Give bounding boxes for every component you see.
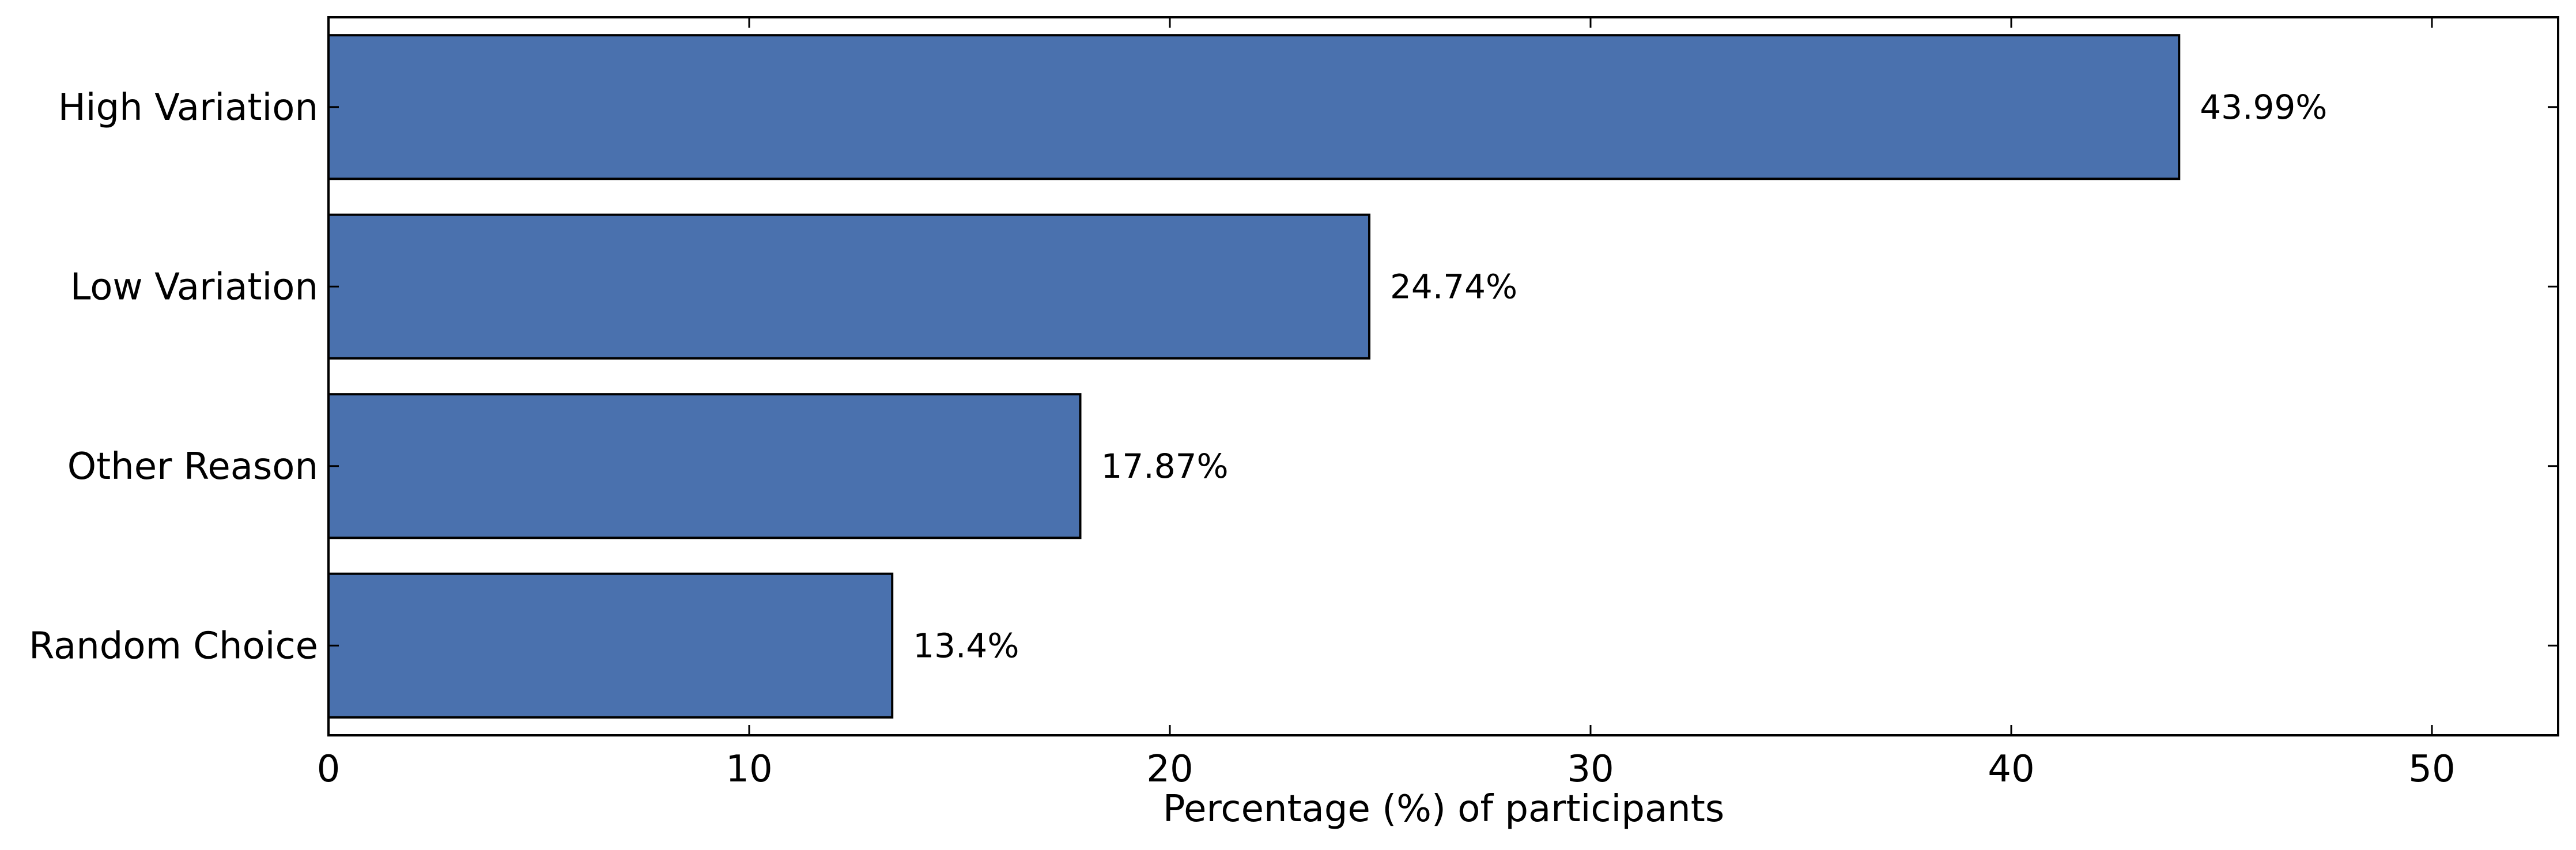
labels-layer: 43.99% High Variation 24.74% Low Variation 1… [29, 86, 2456, 791]
bars-layer [327, 34, 2181, 719]
x-tick-label: 10 [726, 748, 772, 791]
y-tick-label: Other Reason [67, 445, 318, 488]
y-tick-label: High Variation [58, 86, 318, 129]
x-tick-label: 40 [1988, 748, 2034, 791]
data-label: 24.74% [1390, 267, 1517, 306]
plot-frame [327, 16, 2559, 736]
x-tick-label: 50 [2408, 748, 2455, 791]
x-tick-label: 0 [317, 748, 341, 791]
data-label: 13.4% [913, 626, 1019, 665]
x-tick-label: 20 [1146, 748, 1193, 791]
data-label: 17.87% [1101, 447, 1229, 486]
ticks-layer [327, 17, 2558, 735]
y-tick-label: Random Choice [29, 625, 318, 667]
x-tick-label: 30 [1567, 748, 1614, 791]
bar-random-choice [327, 572, 894, 719]
y-tick-label: Low Variation [70, 266, 318, 308]
data-label: 43.99% [2200, 88, 2327, 127]
bar-high-variation [327, 34, 2181, 180]
x-axis-title: Percentage (%) of participants [1163, 788, 1724, 830]
bar-low-variation [327, 213, 1371, 360]
bar-other-reason [327, 393, 1082, 539]
